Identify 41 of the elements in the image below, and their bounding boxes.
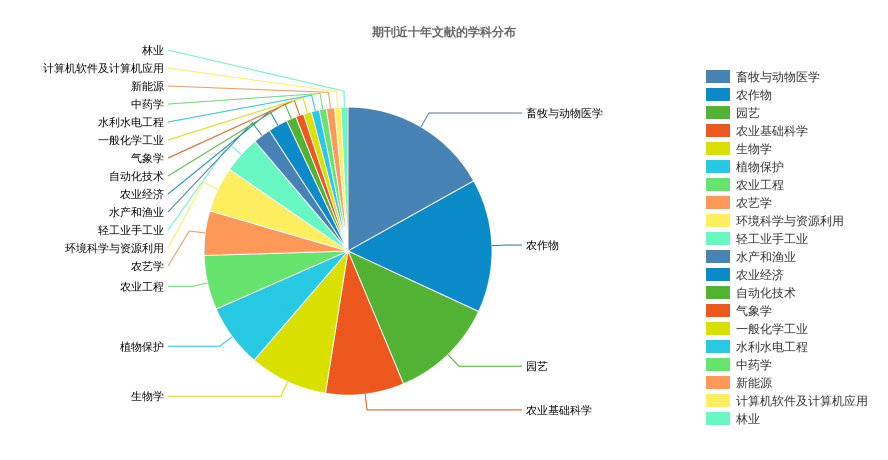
slice-label: 水利水电工程: [98, 116, 164, 129]
slice-label: 中药学: [131, 98, 164, 111]
legend-label: 水利水电工程: [736, 340, 808, 354]
legend-label: 中药学: [736, 358, 772, 372]
legend-label: 轻工业手工业: [736, 232, 808, 246]
legend-label: 林业: [735, 412, 760, 426]
slice-label: 轻工业手工业: [98, 224, 164, 237]
legend-label: 计算机软件及计算机应用: [736, 394, 868, 408]
legend-label: 自动化技术: [736, 286, 796, 300]
slice-label: 农业经济: [120, 188, 164, 201]
slice-label: 农业工程: [120, 280, 164, 294]
slice-label: 计算机软件及计算机应用: [43, 62, 164, 75]
slice-label: 农业基础科学: [526, 404, 592, 417]
legend-label: 气象学: [736, 304, 772, 318]
slice-label: 新能源: [131, 80, 164, 93]
legend-label: 农艺学: [736, 196, 772, 210]
legend-label: 一般化学工业: [736, 322, 808, 336]
slice-label: 气象学: [131, 152, 164, 165]
legend-label: 农业工程: [736, 178, 784, 192]
slice-label: 环境科学与资源利用: [65, 242, 164, 255]
legend-label: 园艺: [736, 106, 760, 120]
legend-label: 农作物: [736, 88, 772, 102]
slice-label: 林业: [141, 44, 164, 57]
legend-label: 水产和渔业: [736, 250, 796, 264]
slice-label: 植物保护: [120, 340, 164, 354]
slice-label: 园艺: [526, 360, 548, 374]
slice-label: 自动化技术: [109, 170, 164, 183]
legend-label: 农业经济: [736, 268, 784, 282]
legend-label: 畜牧与动物医学: [736, 70, 820, 84]
legend-label: 新能源: [736, 376, 772, 390]
slice-label: 畜牧与动物医学: [526, 107, 603, 120]
legend-label: 生物学: [736, 142, 772, 156]
slice-label: 一般化学工业: [98, 134, 164, 147]
legend-label: 植物保护: [736, 160, 784, 174]
slice-label: 生物学: [131, 390, 164, 404]
slice-label: 农艺学: [131, 260, 164, 273]
chart-title: 期刊近十年文献的学科分布: [371, 25, 516, 39]
slice-label: 水产和渔业: [109, 206, 164, 219]
legend-label: 农业基础科学: [736, 124, 808, 138]
slice-label: 农作物: [526, 238, 559, 252]
legend-label: 环境科学与资源利用: [736, 214, 844, 228]
